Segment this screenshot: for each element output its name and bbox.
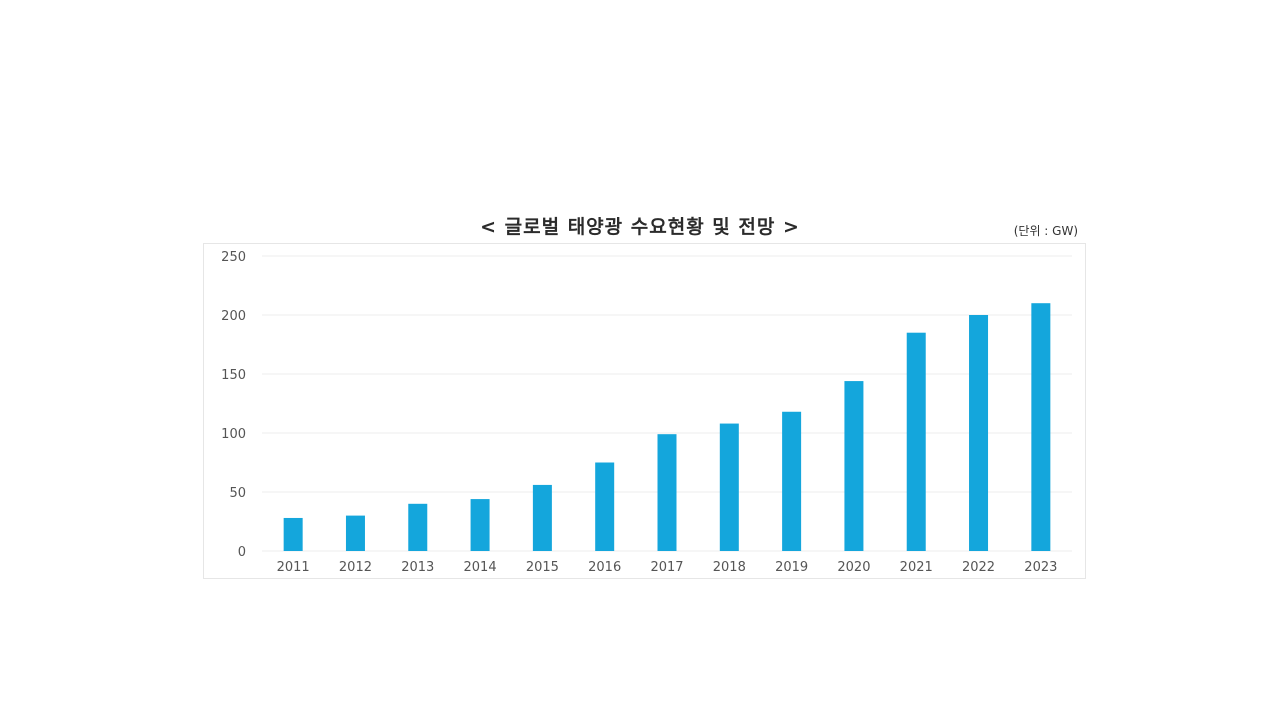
bar-2012 bbox=[345, 515, 365, 551]
y-tick-label: 150 bbox=[221, 368, 246, 383]
x-tick-label: 2013 bbox=[401, 560, 434, 575]
bar-2013 bbox=[408, 503, 428, 551]
bar-2015 bbox=[532, 484, 552, 551]
bar-2014 bbox=[470, 499, 490, 551]
x-tick-label: 2014 bbox=[464, 560, 497, 575]
y-tick-label: 50 bbox=[229, 486, 246, 501]
x-tick-label: 2017 bbox=[650, 560, 683, 575]
y-tick-label: 250 bbox=[221, 250, 246, 265]
bar-2023 bbox=[1031, 303, 1051, 551]
y-tick-label: 0 bbox=[238, 545, 246, 560]
bar-2011 bbox=[283, 517, 303, 551]
x-tick-label: 2021 bbox=[900, 560, 933, 575]
bar-2017 bbox=[657, 434, 677, 551]
x-tick-label: 2011 bbox=[277, 560, 310, 575]
y-tick-label: 100 bbox=[221, 427, 246, 442]
x-tick-label: 2012 bbox=[339, 560, 372, 575]
x-tick-label: 2022 bbox=[962, 560, 995, 575]
bar-2016 bbox=[595, 462, 615, 551]
x-tick-label: 2023 bbox=[1024, 560, 1057, 575]
bar-2018 bbox=[719, 423, 739, 551]
bar-2021 bbox=[906, 332, 926, 551]
y-tick-label: 200 bbox=[221, 309, 246, 324]
chart-frame bbox=[203, 243, 1086, 579]
unit-label: (단위 : GW) bbox=[1013, 224, 1078, 238]
bar-2019 bbox=[782, 411, 802, 551]
x-tick-label: 2015 bbox=[526, 560, 559, 575]
chart-title: < 글로벌 태양광 수요현황 및 전망 > bbox=[480, 216, 800, 238]
x-tick-label: 2020 bbox=[837, 560, 870, 575]
x-tick-label: 2019 bbox=[775, 560, 808, 575]
x-tick-label: 2016 bbox=[588, 560, 621, 575]
bar-2020 bbox=[844, 381, 864, 551]
bar-2022 bbox=[969, 315, 989, 551]
x-tick-label: 2018 bbox=[713, 560, 746, 575]
